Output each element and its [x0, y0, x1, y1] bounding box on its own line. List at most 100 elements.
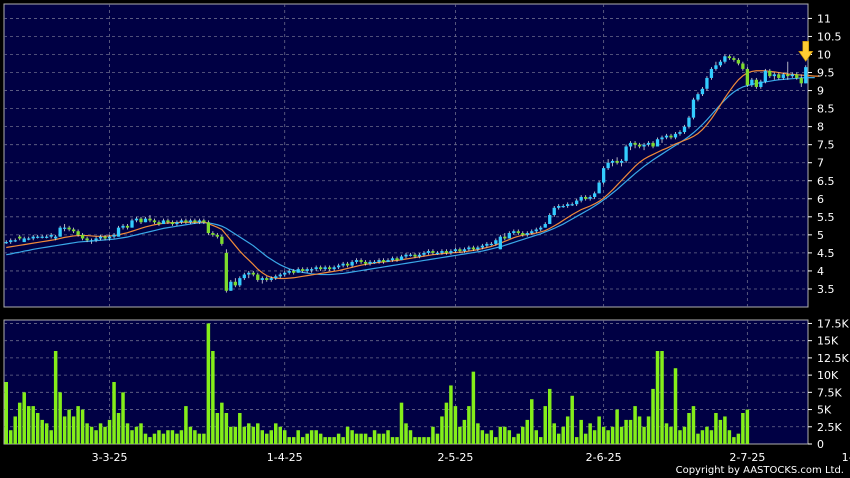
volume-bar: [341, 437, 345, 444]
volume-bar: [583, 433, 588, 444]
candle-body: [754, 79, 758, 87]
candle-body: [489, 243, 493, 246]
candle-body: [768, 70, 772, 77]
ma-short-line: [6, 70, 820, 280]
price-axis: 11 10.5 10 9.5 9 8.5 8 7.5 7 6.5 6 5.5 5 4.5 4 3.5: [808, 12, 842, 296]
candle-body: [759, 81, 763, 87]
volume-bar: [76, 406, 80, 444]
candle-body: [431, 251, 435, 253]
candle-body: [372, 261, 377, 264]
volume-bar: [67, 409, 71, 444]
candle-body: [714, 65, 718, 69]
candle-body: [615, 160, 619, 163]
volume-bar: [610, 426, 615, 444]
volume-bar: [673, 368, 678, 444]
candle-body: [251, 272, 255, 275]
volume-bar: [718, 419, 723, 444]
volume-bar: [678, 430, 682, 444]
candle-body: [440, 251, 444, 253]
volume-bar: [251, 426, 256, 444]
price-tick-label: 11: [817, 12, 831, 25]
volume-bar: [467, 406, 471, 444]
candle-body: [58, 227, 62, 237]
candle-body: [633, 142, 637, 145]
candle-body: [381, 260, 386, 262]
candle-body: [260, 278, 264, 280]
volume-bar: [112, 382, 116, 444]
price-tick-label: 8: [817, 121, 824, 134]
candle-body: [606, 162, 610, 169]
candle-body: [139, 218, 143, 223]
volume-bar: [619, 426, 624, 444]
candle-body: [736, 59, 741, 64]
candle-body: [220, 236, 224, 244]
volume-bar: [651, 388, 655, 444]
volume-bar: [224, 413, 229, 444]
volume-bar: [534, 430, 539, 444]
volume-bar: [130, 430, 134, 444]
volume-bar: [363, 433, 368, 444]
price-tick-label: 3.5: [817, 283, 835, 296]
vertical-grid: [109, 4, 748, 444]
candle-body: [319, 267, 323, 270]
volume-bar: [381, 433, 386, 444]
volume-bar: [597, 416, 601, 444]
candle-body: [40, 236, 44, 238]
price-panel: [3, 3, 809, 308]
volume-bar: [58, 392, 62, 444]
volume-bar: [431, 426, 435, 444]
volume-bar: [17, 402, 22, 444]
candle-body: [112, 234, 116, 237]
volume-bar: [238, 413, 242, 444]
volume-bar: [4, 382, 8, 444]
volume-bar: [453, 406, 458, 444]
volume-bar: [134, 426, 139, 444]
candle-body: [296, 269, 300, 273]
candle-body: [229, 281, 233, 291]
candle-body: [799, 77, 803, 84]
volume-bar: [336, 433, 341, 444]
volume-bar: [723, 416, 727, 444]
volume-tick-label: 5K: [817, 404, 832, 417]
candle-body: [49, 234, 53, 237]
volume-bar: [480, 430, 485, 444]
candle-body: [584, 196, 588, 199]
candle-body: [206, 222, 211, 234]
volume-bar: [247, 423, 251, 444]
candle-body: [301, 269, 305, 271]
volume-bar: [462, 419, 467, 444]
candle-body: [327, 267, 332, 270]
volume-bar: [633, 406, 637, 444]
volume-bar: [107, 419, 112, 444]
price-tick-label: 7.5: [817, 139, 835, 152]
down-arrow-icon: [798, 41, 814, 62]
volume-tick-label: 15K: [817, 335, 839, 348]
volume-bar: [188, 426, 193, 444]
volume-bar: [637, 416, 642, 444]
candle-body: [664, 135, 669, 138]
candle-body: [350, 261, 354, 266]
volume-bar: [296, 430, 300, 444]
price-tick-label: 4.5: [817, 247, 835, 260]
candle-body: [310, 269, 314, 271]
candle-body: [561, 206, 565, 208]
volume-bar: [13, 416, 17, 444]
volume-bar: [444, 402, 449, 444]
volume-bar: [660, 351, 664, 444]
candle-body: [18, 236, 22, 239]
candle-body: [485, 243, 489, 246]
volume-bar: [323, 437, 327, 444]
copyright-text: Copyright by AASTOCKS.com Ltd.: [675, 465, 844, 476]
candle-body: [723, 56, 727, 62]
date-axis: 3-3-25 1-4-25 2-5-25 2-6-25 2-7-25 1-8-25: [92, 451, 850, 464]
candle-body: [741, 63, 745, 69]
volume-bar: [449, 385, 453, 444]
volume-bar: [71, 416, 76, 444]
candle-body: [593, 193, 597, 197]
price-tick-label: 6: [817, 193, 824, 206]
date-tick-label: 2-5-25: [437, 451, 473, 464]
price-tick-label: 6.5: [817, 175, 835, 188]
volume-bar: [80, 409, 85, 444]
candle-body: [152, 220, 157, 223]
volume-bar: [85, 423, 89, 444]
